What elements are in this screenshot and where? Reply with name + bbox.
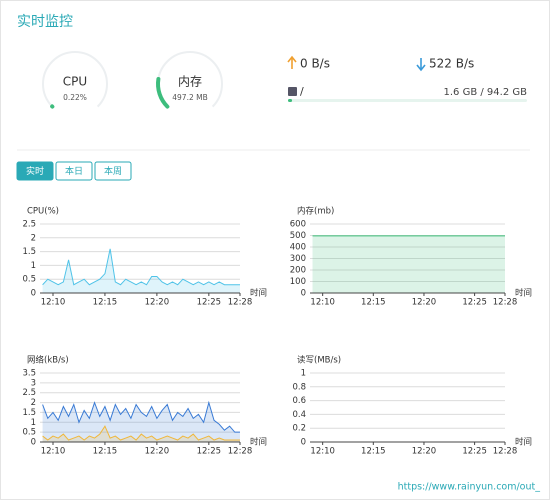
y-tick-label: 1 bbox=[31, 418, 36, 428]
y-tick-label: 0 bbox=[31, 289, 36, 299]
y-tick-label: 2.5 bbox=[22, 388, 36, 398]
y-tick-label: 0.4 bbox=[292, 410, 306, 420]
x-tick-label: 12:20 bbox=[412, 447, 437, 457]
tab-label[interactable]: 本周 bbox=[104, 165, 122, 177]
disk-mount: / bbox=[300, 85, 304, 98]
upload-icon bbox=[287, 55, 297, 69]
gauge-track bbox=[42, 51, 108, 108]
series-line bbox=[42, 400, 240, 433]
gauge-value: 497.2 MB bbox=[172, 93, 207, 102]
y-tick-label: 0.6 bbox=[292, 396, 306, 406]
gauge-label: CPU bbox=[63, 75, 87, 89]
x-axis-label: 时间 bbox=[515, 437, 532, 448]
y-tick-label: 2 bbox=[31, 233, 36, 243]
series-line bbox=[42, 248, 240, 286]
x-tick-label: 12:28 bbox=[493, 298, 518, 308]
y-tick-label: 100 bbox=[290, 277, 306, 287]
tab[interactable] bbox=[94, 161, 132, 181]
y-tick-label: 3.5 bbox=[22, 369, 36, 379]
tab[interactable] bbox=[16, 161, 54, 181]
download-icon bbox=[416, 58, 426, 72]
x-tick-label: 12:20 bbox=[145, 298, 170, 308]
panel-title: 实时监控 bbox=[17, 14, 73, 30]
disk-usage: 1.6 GB / 94.2 GB bbox=[444, 87, 528, 98]
y-tick-label: 500 bbox=[290, 231, 306, 241]
x-tick-label: 12:28 bbox=[228, 298, 253, 308]
area-fill bbox=[312, 235, 505, 293]
x-tick-label: 12:25 bbox=[197, 447, 222, 457]
x-tick-label: 12:15 bbox=[361, 447, 386, 457]
y-tick-label: 300 bbox=[290, 254, 306, 264]
x-tick-label: 12:15 bbox=[93, 298, 118, 308]
y-tick-label: 1 bbox=[31, 261, 36, 271]
x-axis-label: 时间 bbox=[250, 437, 267, 448]
y-tick-label: 2 bbox=[31, 398, 36, 408]
x-tick-label: 12:20 bbox=[412, 298, 437, 308]
tab[interactable] bbox=[55, 161, 93, 181]
y-tick-label: 600 bbox=[290, 220, 306, 230]
y-tick-label: 0 bbox=[301, 289, 306, 299]
x-tick-label: 12:15 bbox=[93, 447, 118, 457]
x-tick-label: 12:25 bbox=[197, 298, 222, 308]
y-axis-label: 读写(MB/s) bbox=[297, 355, 341, 366]
y-tick-label: 2.5 bbox=[22, 220, 36, 230]
y-tick-label: 400 bbox=[290, 243, 306, 253]
upload-speed: 0 B/s bbox=[300, 57, 330, 71]
x-axis-label: 时间 bbox=[515, 288, 532, 299]
area-fill bbox=[42, 402, 240, 442]
x-tick-label: 12:10 bbox=[41, 298, 66, 308]
footer-link[interactable]: https://www.rainyun.com/out_ bbox=[398, 482, 541, 493]
x-tick-label: 12:25 bbox=[462, 447, 487, 457]
gauge-label: 内存 bbox=[178, 75, 202, 89]
disk-icon bbox=[288, 87, 297, 96]
series-line bbox=[42, 425, 240, 441]
y-tick-label: 0 bbox=[301, 438, 306, 448]
y-tick-label: 0.8 bbox=[292, 382, 306, 392]
y-tick-label: 0.5 bbox=[22, 428, 36, 438]
y-axis-label: 内存(mb) bbox=[297, 206, 334, 217]
disk-track bbox=[288, 99, 527, 102]
gauge-arc bbox=[156, 76, 170, 109]
x-axis-label: 时间 bbox=[250, 288, 267, 299]
x-tick-label: 12:28 bbox=[228, 447, 253, 457]
y-tick-label: 1.5 bbox=[22, 408, 36, 418]
x-tick-label: 12:10 bbox=[41, 447, 66, 457]
y-tick-label: 1 bbox=[301, 369, 306, 379]
x-tick-label: 12:15 bbox=[361, 298, 386, 308]
x-tick-label: 12:20 bbox=[145, 447, 170, 457]
y-tick-label: 200 bbox=[290, 266, 306, 276]
gauge-value: 0.22% bbox=[63, 93, 87, 102]
y-axis-label: CPU(%) bbox=[27, 207, 59, 217]
x-tick-label: 12:25 bbox=[462, 298, 487, 308]
y-tick-label: 0.2 bbox=[292, 424, 306, 434]
y-tick-label: 0 bbox=[31, 438, 36, 448]
y-axis-label: 网络(kB/s) bbox=[27, 355, 69, 366]
x-tick-label: 12:28 bbox=[493, 447, 518, 457]
x-tick-label: 12:10 bbox=[310, 447, 335, 457]
tab-label[interactable]: 本日 bbox=[65, 165, 83, 177]
y-tick-label: 1.5 bbox=[22, 247, 36, 257]
download-speed: 522 B/s bbox=[429, 57, 474, 71]
y-tick-label: 0.5 bbox=[22, 275, 36, 285]
x-tick-label: 12:10 bbox=[310, 298, 335, 308]
disk-bar bbox=[288, 99, 293, 102]
area-fill bbox=[42, 248, 240, 293]
y-tick-label: 3 bbox=[31, 378, 36, 388]
tab-label[interactable]: 实时 bbox=[26, 165, 44, 177]
